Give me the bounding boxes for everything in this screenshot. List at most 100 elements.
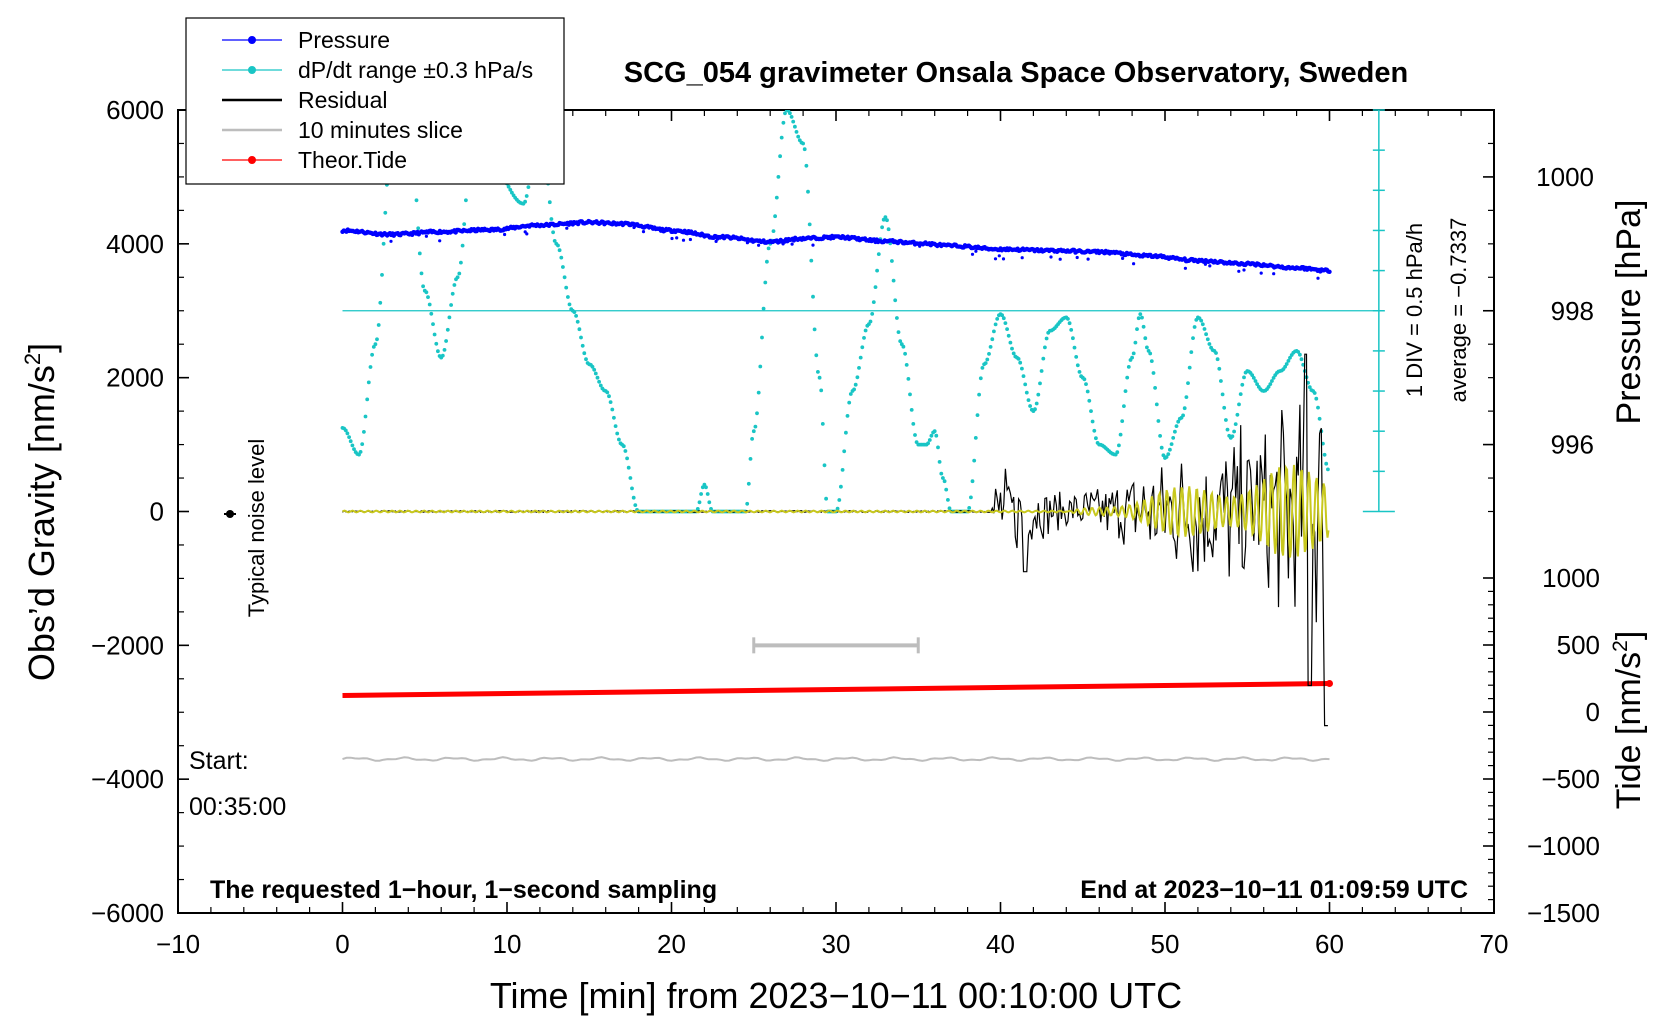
dpdt-point [824, 496, 828, 501]
dpdt-point [1173, 429, 1177, 434]
dpdt-point [1143, 336, 1148, 341]
x-tick-label: 70 [1480, 929, 1509, 959]
dpdt-point [967, 506, 972, 510]
dpdt-point [760, 335, 764, 340]
dpdt-point [552, 239, 557, 243]
dpdt-point [373, 342, 378, 347]
dpdt-point [1253, 379, 1258, 383]
dpdt-point [1151, 371, 1156, 375]
dpdt-point [844, 430, 848, 435]
pressure-outlier [1259, 271, 1263, 275]
pressure-outlier [681, 238, 686, 242]
dpdt-average-label: average = −0.7337 [1446, 218, 1471, 403]
dpdt-point [1041, 356, 1046, 361]
dpdt-point [1118, 432, 1123, 437]
dpdt-point [547, 200, 552, 205]
dpdt-point [1176, 419, 1181, 424]
dpdt-point [1307, 385, 1312, 390]
dpdt-point [1250, 373, 1255, 377]
dpdt-point [1286, 359, 1291, 363]
dpdt-point [1225, 427, 1230, 432]
dpdt-point [551, 230, 555, 235]
dpdt-point [695, 507, 700, 511]
dpdt-point [814, 353, 819, 358]
dpdt-point [1232, 429, 1236, 434]
dpdt-point [626, 465, 631, 470]
legend-marker-0 [248, 36, 256, 44]
dpdt-point [758, 364, 763, 369]
dpdt-point [873, 285, 878, 289]
dpdt-point [781, 120, 786, 125]
pressure-outlier [670, 236, 674, 241]
footer-end-time: End at 2023−10−11 01:09:59 UTC [1080, 876, 1468, 904]
y-axis-gravity: −6000 −4000 −2000 0 2000 4000 6000 [91, 95, 189, 928]
dpdt-point [1020, 366, 1024, 371]
dpdt-point [855, 375, 860, 380]
dpdt-point [699, 492, 703, 496]
dpdt-point [1011, 351, 1016, 356]
pressure-outlier [974, 249, 978, 253]
dpdt-point [362, 430, 366, 434]
dpdt-point [978, 376, 983, 381]
dpdt-point [947, 506, 952, 511]
dpdt-point [871, 300, 876, 304]
dpdt-point [929, 433, 934, 438]
dpdt-point [840, 468, 845, 472]
dpdt-point [1322, 452, 1327, 457]
dpdt-point [911, 422, 916, 426]
pressure-outlier [1058, 257, 1062, 261]
pressure-outlier [993, 257, 998, 261]
dpdt-point [779, 135, 784, 140]
dpdt-point [765, 259, 769, 264]
dpdt-point [970, 479, 975, 484]
dpdt-point [1010, 346, 1014, 351]
dpdt-point [508, 187, 513, 192]
dpdt-point [745, 501, 750, 506]
pressure-outlier [970, 252, 975, 256]
tide-tick-label: −1500 [1527, 898, 1600, 928]
dpdt-point [937, 460, 942, 464]
dpdt-point [1199, 318, 1204, 323]
dpdt-point [903, 351, 907, 356]
legend-label-3: 10 minutes slice [298, 117, 463, 143]
dpdt-point [1003, 321, 1008, 325]
x-tick-label: 40 [986, 929, 1015, 959]
dpdt-point [580, 343, 585, 348]
dpdt-point [794, 130, 799, 134]
dpdt-point [1271, 376, 1276, 380]
dpdt-point [1149, 359, 1154, 363]
dpdt-point [926, 441, 930, 446]
y-axis-label-pressure: Pressure [hPa] [1610, 200, 1648, 425]
pressure-outlier [1075, 255, 1079, 260]
dpdt-point [863, 328, 868, 333]
pressure-outlier [757, 243, 761, 247]
dpdt-point [893, 298, 898, 303]
dpdt-point [883, 215, 888, 220]
dpdt-point [613, 424, 618, 428]
dpdt-point [1284, 362, 1289, 366]
dpdt-point [913, 433, 917, 437]
pressure-outlier [1272, 272, 1276, 276]
x-tick-label: 0 [335, 929, 349, 959]
pressure-outlier [1086, 257, 1090, 261]
dpdt-point [1270, 379, 1274, 383]
dpdt-point [440, 353, 445, 358]
dpdt-point [789, 115, 794, 119]
dpdt-point [804, 163, 809, 168]
dpdt-point [1084, 382, 1088, 386]
dpdt-point [988, 345, 993, 349]
dpdt-point [633, 503, 638, 507]
dpdt-point [1082, 377, 1087, 382]
filtered-residual-line [341, 464, 1330, 558]
dpdt-point [705, 492, 710, 496]
dpdt-point [1001, 316, 1006, 321]
dpdt-point [906, 377, 911, 381]
dpdt-point [510, 190, 514, 195]
dpdt-point [597, 379, 601, 384]
legend-box [185, 17, 565, 185]
pressure-outlier [1208, 264, 1212, 268]
dpdt-point [1133, 340, 1138, 345]
dpdt-point [901, 344, 906, 349]
dpdt-point [1008, 340, 1013, 345]
dpdt-point [1038, 381, 1042, 386]
